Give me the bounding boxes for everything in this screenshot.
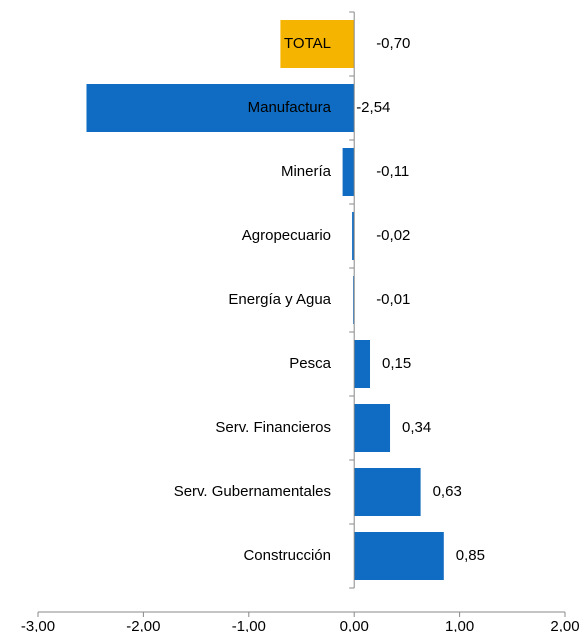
category-label: Serv. Financieros	[215, 419, 331, 436]
x-tick-label: -3,00	[21, 618, 55, 632]
category-label: Manufactura	[248, 99, 332, 116]
bar	[280, 20, 355, 68]
value-label: 0,15	[382, 355, 411, 372]
category-label: Pesca	[289, 355, 331, 372]
bar	[86, 84, 355, 132]
value-label: -0,11	[376, 163, 409, 180]
x-tick-label: 0,00	[340, 618, 369, 632]
value-label: 0,63	[433, 483, 462, 500]
bar	[353, 276, 355, 324]
value-label: -0,70	[376, 35, 410, 52]
category-label: Energía y Agua	[228, 291, 331, 308]
bar	[342, 148, 355, 196]
value-label: -0,02	[376, 227, 410, 244]
bar	[352, 212, 355, 260]
value-label: -2,54	[356, 99, 390, 116]
bar	[354, 404, 391, 452]
value-label: 0,34	[402, 419, 431, 436]
category-label: Minería	[281, 163, 332, 180]
x-tick-label: 1,00	[445, 618, 474, 632]
x-tick-label: -1,00	[232, 618, 266, 632]
x-tick-label: 2,00	[550, 618, 579, 632]
value-label: 0,85	[456, 547, 485, 564]
value-label: -0,01	[376, 291, 410, 308]
category-label: Construcción	[243, 547, 331, 564]
x-tick-label: -2,00	[126, 618, 160, 632]
category-label: Serv. Gubernamentales	[174, 483, 331, 500]
bar	[354, 532, 444, 580]
bar	[354, 340, 371, 388]
category-label: Agropecuario	[242, 227, 331, 244]
category-label: TOTAL	[284, 35, 331, 52]
bar	[354, 468, 421, 516]
